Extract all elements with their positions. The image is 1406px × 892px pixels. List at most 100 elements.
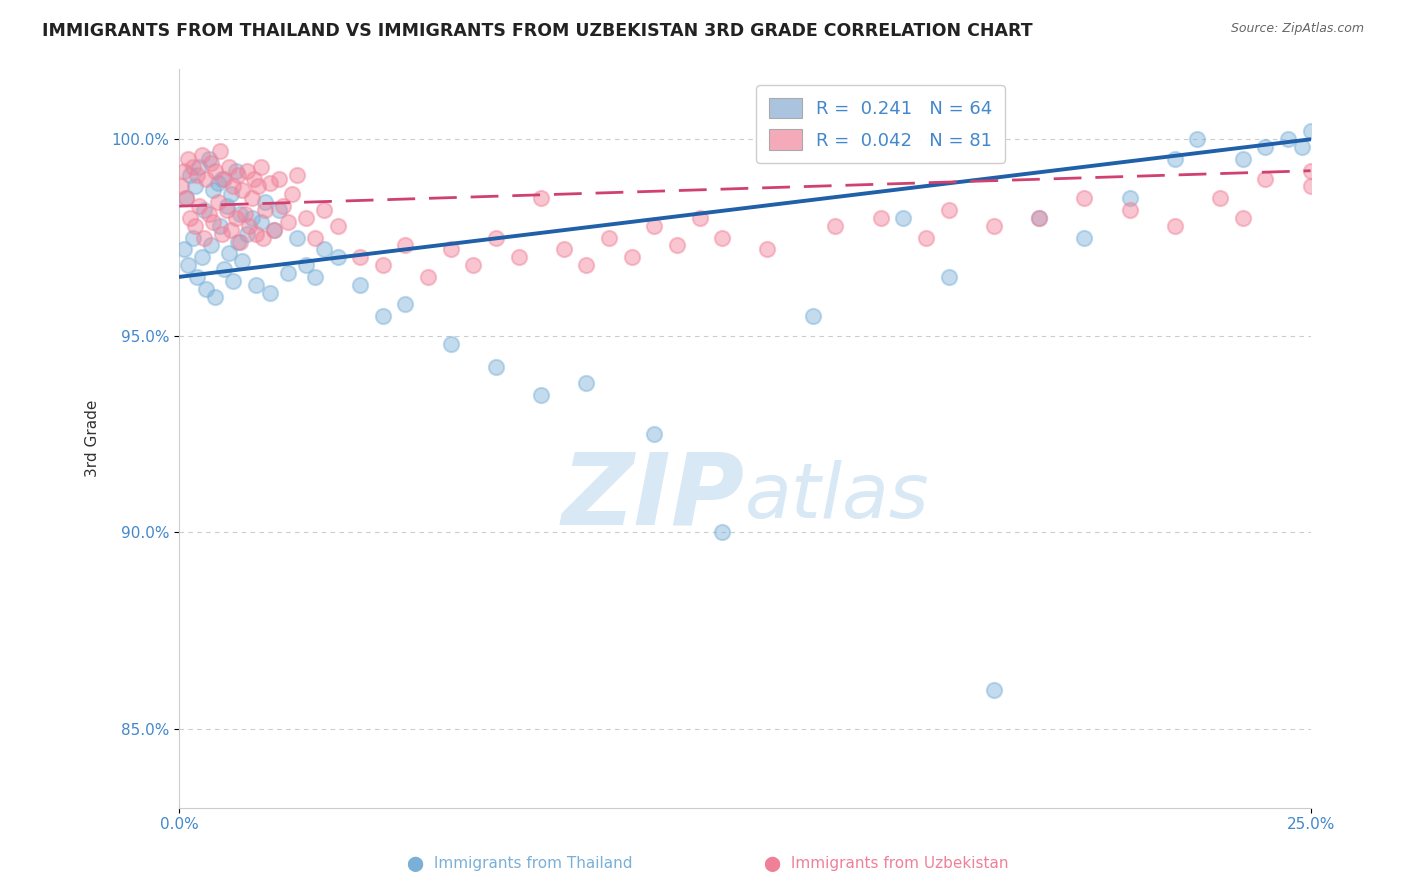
Point (218, 246, 240, 260)
Point (938, 269, 960, 284)
Point (598, 230, 620, 244)
Point (643, 219, 665, 233)
Text: Source: ZipAtlas.com: Source: ZipAtlas.com (1230, 22, 1364, 36)
Point (756, 243, 779, 257)
Point (173, 163, 195, 178)
Point (1277, 132, 1299, 146)
Point (179, 211, 201, 225)
Point (394, 297, 416, 311)
Point (271, 199, 294, 213)
Point (1299, 163, 1322, 178)
Point (689, 211, 711, 225)
Point (215, 202, 238, 217)
Point (225, 211, 247, 225)
Point (211, 171, 233, 186)
Point (938, 202, 960, 217)
Point (463, 258, 485, 272)
Point (267, 171, 290, 186)
Point (177, 152, 200, 166)
Point (263, 223, 285, 237)
Point (1118, 191, 1140, 205)
Point (202, 215, 225, 229)
Point (236, 227, 259, 241)
Point (204, 289, 226, 303)
Point (1291, 140, 1313, 154)
Point (553, 243, 575, 257)
Point (191, 250, 214, 264)
Y-axis label: 3rd Grade: 3rd Grade (86, 400, 100, 477)
Point (186, 168, 208, 182)
Point (869, 211, 891, 225)
Point (170, 179, 193, 194)
Point (349, 277, 371, 292)
Point (181, 230, 204, 244)
Point (1073, 230, 1095, 244)
Point (200, 238, 222, 252)
Point (208, 219, 231, 233)
Point (440, 336, 463, 351)
Point (824, 219, 846, 233)
Point (214, 262, 236, 277)
Point (184, 219, 207, 233)
Point (174, 191, 197, 205)
Point (304, 269, 326, 284)
Point (263, 223, 285, 237)
Point (620, 250, 643, 264)
Point (240, 211, 263, 225)
Point (236, 163, 259, 178)
Point (983, 682, 1005, 697)
Point (665, 238, 688, 252)
Point (371, 258, 394, 272)
Point (211, 227, 233, 241)
Point (312, 202, 335, 217)
Point (1209, 191, 1232, 205)
Point (229, 235, 252, 249)
Point (277, 215, 299, 229)
Point (225, 163, 247, 178)
Point (1073, 191, 1095, 205)
Point (219, 187, 242, 202)
Point (173, 243, 195, 257)
Point (295, 211, 318, 225)
Text: ⬤  Immigrants from Uzbekistan: ⬤ Immigrants from Uzbekistan (763, 856, 1008, 872)
Point (312, 243, 335, 257)
Point (195, 282, 218, 296)
Point (207, 176, 229, 190)
Point (1232, 211, 1254, 225)
Point (181, 160, 204, 174)
Point (285, 230, 308, 244)
Point (214, 171, 236, 186)
Point (249, 215, 271, 229)
Point (252, 230, 274, 244)
Point (575, 258, 598, 272)
Point (643, 427, 665, 442)
Point (247, 179, 270, 194)
Point (304, 230, 326, 244)
Point (711, 230, 734, 244)
Point (200, 156, 222, 170)
Point (1028, 211, 1050, 225)
Point (267, 202, 290, 217)
Point (186, 269, 208, 284)
Point (416, 269, 439, 284)
Point (983, 219, 1005, 233)
Point (485, 360, 508, 375)
Point (188, 160, 211, 174)
Point (229, 207, 252, 221)
Text: IMMIGRANTS FROM THAILAND VS IMMIGRANTS FROM UZBEKISTAN 3RD GRADE CORRELATION CHA: IMMIGRANTS FROM THAILAND VS IMMIGRANTS F… (42, 22, 1033, 40)
Point (1299, 179, 1322, 194)
Point (191, 148, 214, 162)
Point (1232, 152, 1254, 166)
Point (711, 525, 734, 540)
Point (215, 199, 238, 213)
Point (530, 388, 553, 402)
Point (394, 238, 416, 252)
Text: ZIP: ZIP (562, 449, 745, 546)
Point (1299, 124, 1322, 138)
Point (193, 230, 215, 244)
Point (231, 254, 253, 268)
Point (222, 274, 245, 288)
Point (197, 207, 219, 221)
Point (1254, 171, 1277, 186)
Point (1187, 132, 1209, 146)
